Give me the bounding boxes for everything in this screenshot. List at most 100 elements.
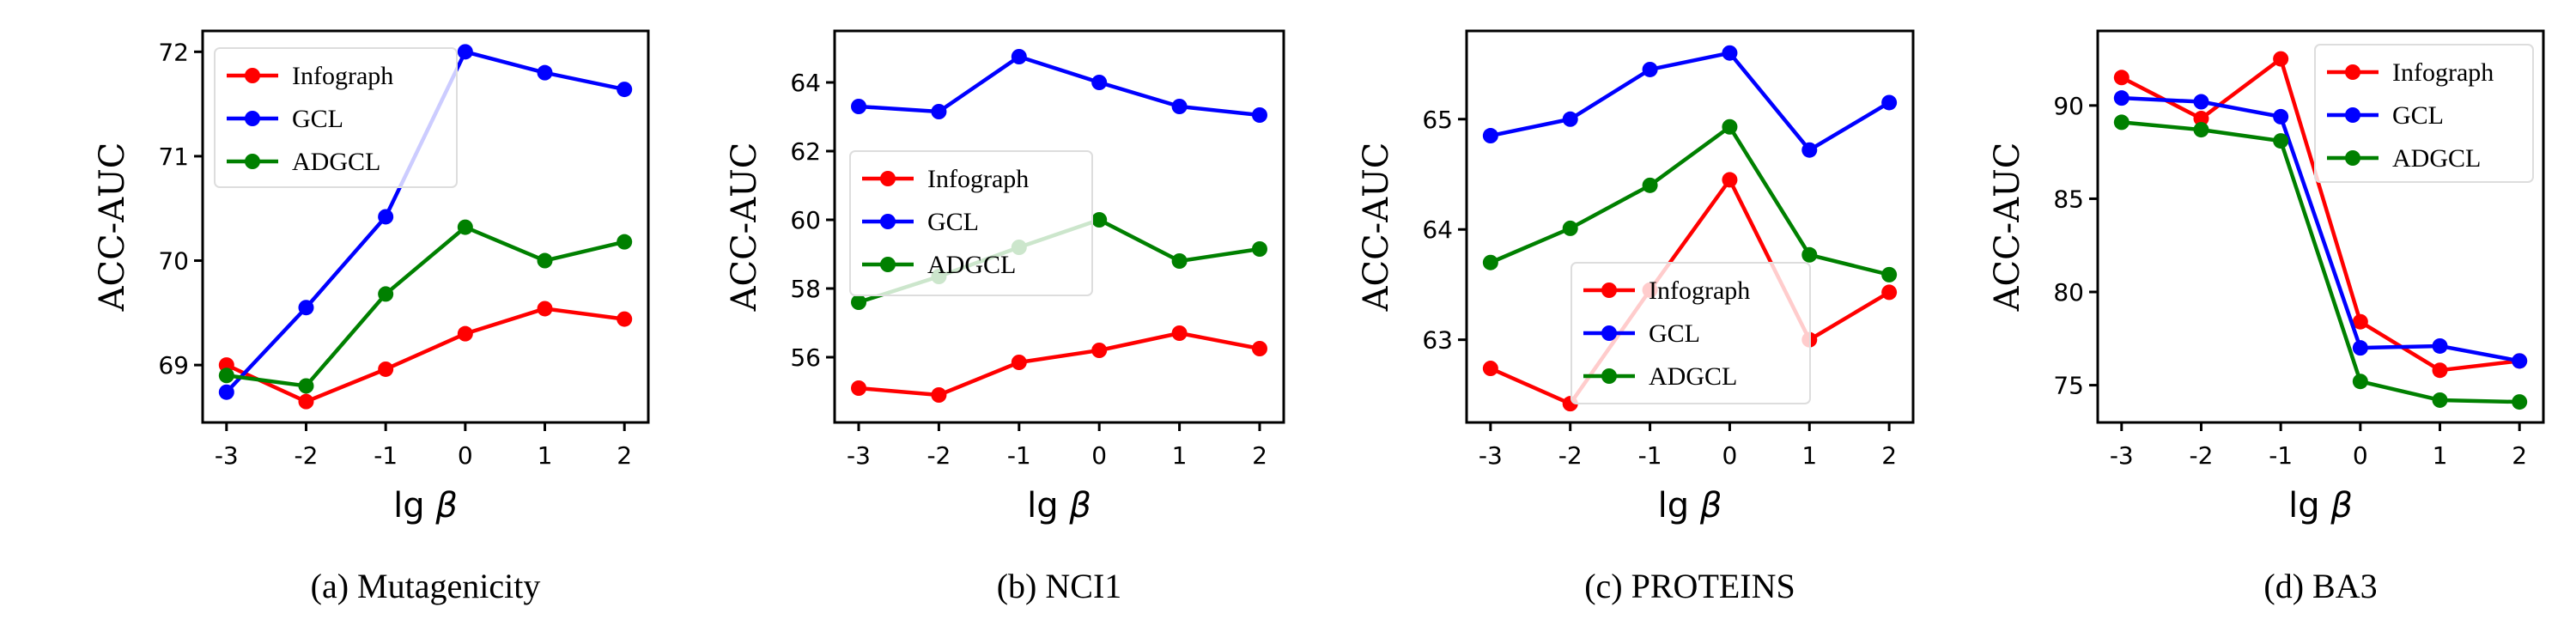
legend-box bbox=[849, 150, 1093, 296]
legend-label-gcl: GCL bbox=[2392, 101, 2444, 130]
data-point-gcl bbox=[298, 300, 314, 316]
data-point-gcl bbox=[537, 64, 553, 81]
legend-box bbox=[1571, 262, 1811, 404]
y-axis-label: ACC-AUC bbox=[93, 143, 132, 313]
data-point-gcl bbox=[2512, 353, 2528, 369]
data-point-gcl bbox=[851, 99, 867, 114]
data-point-adgcl bbox=[378, 286, 394, 302]
y-tick-label: 70 bbox=[158, 247, 189, 276]
legend-marker-adgcl bbox=[245, 154, 260, 169]
x-axis-label-symbol: β bbox=[1699, 486, 1722, 526]
legend-box bbox=[214, 47, 458, 188]
x-axis-label-text: lg bbox=[1027, 486, 1069, 526]
panel-caption: (a) Mutagenicity bbox=[311, 567, 541, 605]
data-point-adgcl bbox=[298, 378, 314, 394]
data-point-gcl bbox=[1642, 61, 1658, 77]
legend-label-gcl: GCL bbox=[292, 105, 343, 133]
series-line-infograph bbox=[858, 331, 1261, 398]
data-point-adgcl bbox=[1091, 212, 1108, 228]
series-line-infograph bbox=[2120, 57, 2520, 373]
legend-marker-infograph bbox=[245, 68, 260, 83]
legend-label-adgcl: ADGCL bbox=[927, 251, 1016, 279]
series-line-gcl bbox=[858, 54, 1261, 118]
x-tick-label: 1 bbox=[1172, 441, 1188, 470]
axes-frame bbox=[2096, 29, 2545, 424]
x-axis-label: lg β bbox=[393, 486, 458, 526]
x-tick-label: -2 bbox=[2190, 441, 2214, 470]
legend-box bbox=[2314, 44, 2534, 183]
data-point-gcl bbox=[1091, 75, 1108, 90]
data-point-gcl bbox=[1562, 111, 1578, 127]
x-tick-label: 1 bbox=[538, 441, 553, 470]
panel-caption: (d) BA3 bbox=[2263, 567, 2377, 605]
data-point-infograph bbox=[2273, 51, 2289, 67]
axes-frame bbox=[1465, 29, 1915, 424]
data-point-adgcl bbox=[2113, 114, 2129, 131]
x-tick-label: -1 bbox=[2269, 441, 2293, 470]
data-point-infograph bbox=[2113, 70, 2129, 86]
data-point-gcl bbox=[378, 209, 394, 225]
data-point-adgcl bbox=[537, 252, 553, 269]
data-point-infograph bbox=[851, 380, 867, 396]
legend-label-gcl: GCL bbox=[927, 208, 979, 236]
x-tick-label: 0 bbox=[458, 441, 473, 470]
legend-marker-infograph bbox=[2345, 64, 2360, 80]
x-tick-label: -2 bbox=[295, 441, 319, 470]
axes-frame bbox=[201, 29, 650, 424]
data-point-gcl bbox=[2193, 94, 2209, 110]
y-axis-label: ACC-AUC bbox=[725, 143, 764, 313]
legend-label-gcl: GCL bbox=[1649, 319, 1700, 348]
x-tick-label: 2 bbox=[1252, 441, 1267, 470]
data-point-infograph bbox=[378, 361, 394, 377]
x-axis-label-symbol: β bbox=[1068, 486, 1091, 526]
legend-label-infograph: Infograph bbox=[1649, 276, 1750, 305]
series-line-gcl bbox=[2121, 95, 2520, 363]
x-axis-label-text: lg bbox=[1658, 486, 1700, 526]
y-tick-label: 75 bbox=[2053, 372, 2084, 400]
panel-1: 69 70 71 72 -3 -2 -1 0 1 2 ACC-AUC lg β (a) Mutageni… bbox=[93, 29, 650, 605]
y-tick-label: 69 bbox=[158, 351, 189, 380]
panel-4: 75 80 85 90 -3 -2 -1 0 1 2 ACC-AUC lg β (d) BA3 Infog… bbox=[1988, 29, 2545, 605]
y-axis-label: ACC-AUC bbox=[1988, 143, 2027, 313]
x-axis-label: lg β bbox=[1658, 486, 1722, 526]
x-tick-label: -3 bbox=[2110, 441, 2134, 470]
legend-marker-gcl bbox=[1601, 325, 1617, 341]
data-point-adgcl bbox=[1801, 246, 1818, 263]
x-axis-label-symbol: β bbox=[434, 486, 458, 526]
x-tick-label: -2 bbox=[1558, 441, 1583, 470]
data-point-adgcl bbox=[1251, 241, 1267, 257]
legend-label-infograph: Infograph bbox=[292, 62, 393, 90]
panel-2: 56 58 60 62 64 -3 -2 -1 0 1 2 ACC-AUC lg β (b) NCI1 In… bbox=[725, 29, 1285, 605]
y-tick-label: 71 bbox=[158, 143, 189, 171]
legend-label-infograph: Infograph bbox=[927, 165, 1029, 193]
y-tick-label: 64 bbox=[1422, 216, 1453, 244]
x-axis-label: lg β bbox=[2288, 486, 2353, 526]
data-point-gcl bbox=[2352, 340, 2368, 356]
data-point-infograph bbox=[1482, 361, 1498, 377]
x-tick-label: 1 bbox=[2433, 441, 2448, 470]
legend-label-adgcl: ADGCL bbox=[1649, 362, 1737, 391]
y-tick-label: 72 bbox=[158, 38, 189, 66]
series-line-adgcl bbox=[2121, 120, 2520, 404]
series-line-infograph bbox=[1489, 178, 1891, 406]
data-point-gcl bbox=[1251, 107, 1267, 123]
x-tick-label: 0 bbox=[2353, 441, 2368, 470]
data-point-adgcl bbox=[457, 219, 473, 235]
y-tick-label: 80 bbox=[2053, 278, 2084, 307]
y-tick-label: 63 bbox=[1422, 326, 1453, 355]
legend-marker-gcl bbox=[2345, 107, 2360, 123]
x-axis-label-symbol: β bbox=[2330, 486, 2353, 526]
data-point-gcl bbox=[2432, 337, 2448, 354]
data-point-gcl bbox=[1171, 99, 1188, 114]
y-tick-label: 90 bbox=[2053, 92, 2084, 120]
data-point-adgcl bbox=[1482, 254, 1498, 270]
data-point-adgcl bbox=[2352, 374, 2368, 390]
data-point-adgcl bbox=[1881, 266, 1898, 283]
x-axis-label-text: lg bbox=[393, 486, 435, 526]
panel-3: 63 64 65 -3 -2 -1 0 1 2 ACC-AUC lg β (c) PROTEINS In… bbox=[1357, 29, 1915, 605]
x-tick-label: -1 bbox=[1007, 441, 1031, 470]
panel-caption: (b) NCI1 bbox=[997, 567, 1122, 605]
y-tick-label: 64 bbox=[790, 69, 821, 97]
legend-marker-gcl bbox=[245, 111, 260, 126]
